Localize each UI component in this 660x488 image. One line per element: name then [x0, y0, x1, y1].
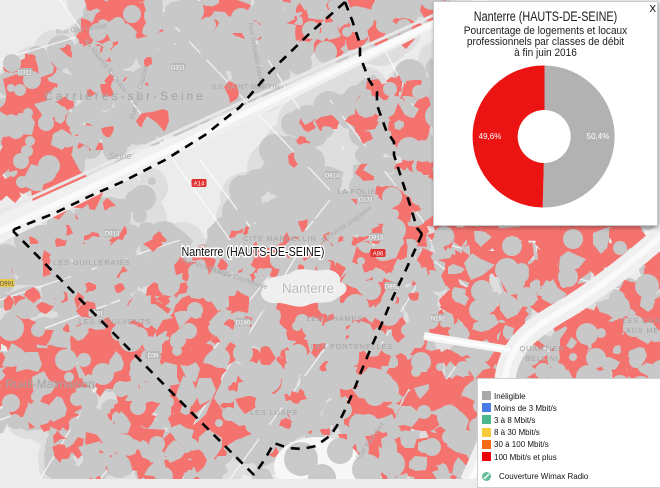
svg-text:D914: D914	[325, 173, 340, 179]
svg-text:D913: D913	[105, 231, 120, 237]
svg-text:AUX MEL: AUX MEL	[626, 326, 660, 335]
svg-text:A14: A14	[194, 181, 205, 187]
svg-text:D39: D39	[147, 353, 159, 359]
svg-text:LA FOLIE: LA FOLIE	[338, 187, 377, 196]
svg-text:N192: N192	[431, 316, 446, 322]
svg-text:LES CHAM: LES CHAM	[623, 316, 660, 325]
svg-text:LES GOULVENTS: LES GOULVENTS	[79, 317, 151, 326]
svg-text:Seine: Seine	[108, 151, 131, 161]
svg-text:Nanterre: Nanterre	[282, 281, 334, 296]
svg-text:49,6%: 49,6%	[479, 132, 502, 141]
svg-text:LES GUILLERAIES: LES GUILLERAIES	[53, 258, 130, 267]
svg-text:LES FONTENELLES: LES FONTENELLES	[311, 342, 393, 351]
svg-text:LES CHAMPS: LES CHAMPS	[307, 314, 363, 323]
svg-text:CITE MARCELLIN: CITE MARCELLIN	[243, 234, 316, 243]
svg-text:ILE SAINT-MARTIN: ILE SAINT-MARTIN	[212, 84, 280, 91]
svg-text:D180: D180	[236, 320, 251, 326]
svg-text:D992: D992	[385, 284, 400, 290]
svg-text:Carrières-sur-Seine: Carrières-sur-Seine	[44, 89, 206, 103]
svg-text:A86: A86	[373, 251, 384, 257]
svg-text:D311: D311	[171, 65, 186, 71]
svg-text:BELLINI: BELLINI	[525, 354, 559, 363]
svg-text:D131: D131	[359, 197, 374, 203]
svg-text:D991: D991	[0, 281, 15, 287]
svg-text:QUARTIER: QUARTIER	[519, 344, 564, 353]
svg-text:50,4%: 50,4%	[587, 132, 610, 141]
svg-text:Rueil-Malmaison: Rueil-Malmaison	[5, 377, 94, 391]
svg-text:D311: D311	[18, 70, 33, 76]
svg-text:Nanterre (HAUTS-DE-SEINE): Nanterre (HAUTS-DE-SEINE)	[182, 244, 325, 259]
svg-text:D913: D913	[369, 235, 384, 241]
svg-text:LES LUAPS: LES LUAPS	[250, 408, 298, 417]
